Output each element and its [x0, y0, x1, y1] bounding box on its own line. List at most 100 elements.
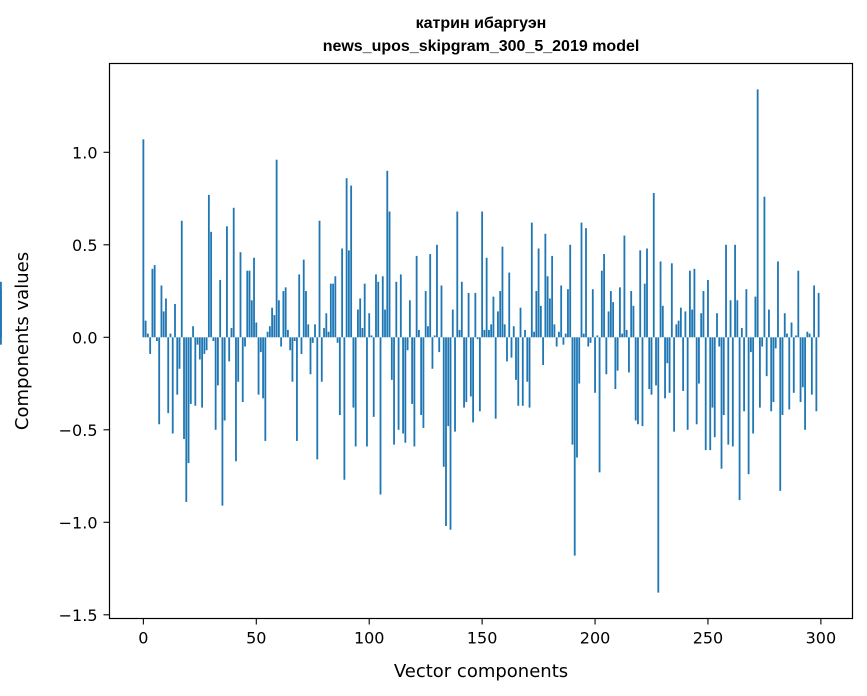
- bar-component-11: [167, 337, 170, 414]
- bar-component-33: [217, 337, 219, 386]
- bar-component-282: [779, 337, 782, 491]
- bar-component-160: [503, 324, 506, 338]
- bar-component-107: [384, 309, 386, 338]
- bar-component-28: [205, 337, 208, 351]
- bar-component-264: [738, 337, 741, 501]
- bar-component-46: [246, 270, 249, 338]
- bar-component-186: [562, 337, 565, 345]
- bar-component-262: [734, 244, 736, 338]
- plot-frame: [108, 62, 854, 620]
- bar-component-143: [465, 337, 468, 403]
- bar-component-222: [643, 283, 646, 338]
- y-tick-label: 0.5: [72, 236, 97, 255]
- bar-component-78: [318, 220, 321, 338]
- bar-component-233: [668, 337, 671, 393]
- bar-component-85: [334, 276, 337, 338]
- bar-component-21: [189, 337, 192, 404]
- bar-component-32: [214, 337, 217, 430]
- bar-component-132: [440, 285, 443, 338]
- bar-component-101: [370, 335, 373, 338]
- bar-component-1: [144, 320, 147, 338]
- bar-component-124: [422, 337, 425, 428]
- bar-component-212: [621, 333, 624, 338]
- bar-component-93: [352, 337, 355, 408]
- bar-component-91: [347, 250, 350, 338]
- bar-component-80: [323, 328, 325, 338]
- bar-component-22: [192, 326, 194, 338]
- bar-component-185: [560, 285, 563, 338]
- bar-component-59: [275, 159, 278, 338]
- x-tick-label: 100: [354, 629, 385, 648]
- bar-component-29: [207, 194, 210, 338]
- bar-component-245: [695, 337, 698, 425]
- bar-component-166: [517, 337, 520, 406]
- bar-component-83: [329, 283, 332, 338]
- bar-component-99: [366, 337, 368, 447]
- bar-component-174: [535, 291, 538, 338]
- bar-component-96: [359, 298, 362, 338]
- bar-component-70: [300, 337, 303, 354]
- bar-component-77: [316, 337, 319, 460]
- bar-component-224: [648, 337, 651, 390]
- bar-component-18: [183, 337, 185, 440]
- bar-component-244: [693, 268, 696, 338]
- bar-component-235: [673, 337, 675, 432]
- bar-component-210: [616, 337, 619, 371]
- bar-component-294: [806, 331, 809, 338]
- bar-component-290: [797, 270, 800, 338]
- bar-component-173: [533, 331, 535, 338]
- bar-component-40: [232, 207, 235, 338]
- bar-component-193: [578, 337, 581, 384]
- bar-component-167: [519, 307, 522, 338]
- bar-component-266: [743, 337, 746, 412]
- bar-component-103: [375, 274, 377, 338]
- y-axis-label: Components values: [12, 252, 33, 430]
- bar-component-227: [655, 337, 657, 386]
- bar-component-157: [497, 311, 499, 338]
- bar-component-23: [194, 337, 197, 406]
- bar-component-271: [754, 296, 757, 338]
- bar-component-195: [582, 333, 585, 338]
- bar-component-115: [402, 337, 404, 434]
- bar-component-42: [237, 337, 240, 382]
- bar-component-92: [350, 185, 353, 338]
- bar-component-148: [476, 337, 479, 340]
- bar-component-117: [406, 337, 409, 351]
- bar-component-283: [781, 337, 784, 415]
- bar-component-243: [691, 309, 694, 338]
- bar-component-223: [646, 248, 648, 338]
- bar-component-219: [637, 337, 639, 425]
- bar-component-287: [790, 322, 793, 338]
- bar-component-undefined: [0, 281, 2, 338]
- bar-component-250: [707, 279, 709, 338]
- bar-component-237: [677, 320, 680, 338]
- bar-component-239: [682, 337, 685, 391]
- bar-component-200: [594, 337, 596, 393]
- bar-component-288: [792, 337, 795, 393]
- bar-component-139: [456, 211, 459, 338]
- bar-component-202: [598, 337, 601, 473]
- bar-component-299: [817, 292, 820, 338]
- bar-component-257: [722, 337, 725, 415]
- bar-component-296: [810, 337, 813, 395]
- bar-component-205: [605, 337, 608, 375]
- bar-component-263: [736, 300, 739, 338]
- bar-component-229: [659, 261, 662, 338]
- bar-component-267: [745, 289, 748, 338]
- bar-component-4: [151, 268, 154, 338]
- bar-component-184: [558, 331, 560, 338]
- bar-component-214: [625, 329, 628, 338]
- bar-component-155: [492, 296, 495, 338]
- bar-component-275: [763, 196, 766, 338]
- bar-component-141: [460, 281, 463, 338]
- bar-component-177: [542, 337, 545, 366]
- bar-component-74: [309, 337, 312, 375]
- bar-component-38: [228, 337, 231, 362]
- bar-component-270: [752, 337, 755, 434]
- bar-component-201: [596, 335, 599, 338]
- bar-component-204: [603, 254, 605, 338]
- bar-component-291: [799, 337, 802, 403]
- bar-component-169: [524, 329, 526, 338]
- bar-component-272: [756, 89, 759, 338]
